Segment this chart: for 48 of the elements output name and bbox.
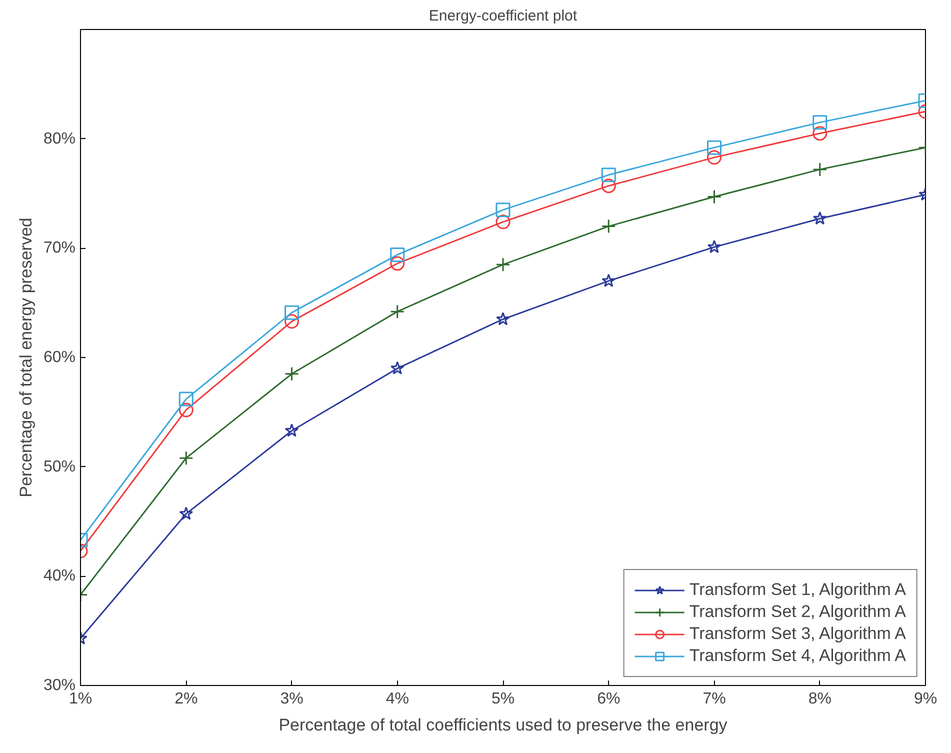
point <box>707 190 722 204</box>
point <box>496 202 510 218</box>
point <box>178 392 194 406</box>
point <box>390 304 405 319</box>
point <box>707 150 722 165</box>
point <box>707 140 722 155</box>
point <box>601 168 616 182</box>
point <box>812 211 827 225</box>
point <box>812 126 828 141</box>
x-tick-label: 2% <box>174 690 198 708</box>
point <box>284 314 299 329</box>
point <box>178 402 194 418</box>
legend-label: Transform Set 2, Algorithm A <box>689 602 906 622</box>
chart-title: Energy-coefficient plot <box>428 8 578 24</box>
point <box>602 274 616 287</box>
y-tick-label: 50% <box>43 458 76 476</box>
point <box>707 240 722 254</box>
point <box>496 257 510 272</box>
point <box>284 305 299 320</box>
legend-label: Transform Set 3, Algorithm A <box>689 624 906 644</box>
x-tick-label: 3% <box>280 690 304 708</box>
x-tick-label: 8% <box>808 690 832 708</box>
x-tick-label: 7% <box>702 690 726 708</box>
y-tick-label: 70% <box>43 240 76 257</box>
legend-label: Transform Set 1, Algorithm A <box>689 580 906 600</box>
point <box>390 256 405 271</box>
point <box>496 312 510 326</box>
y-tick-label: 80% <box>43 130 76 148</box>
legend-label: Transform Set 4, Algorithm A <box>689 646 906 666</box>
point <box>812 162 828 177</box>
x-tick-label: 6% <box>597 690 620 708</box>
point <box>284 366 299 382</box>
x-axis-title: Percentage of total coefficients used to preserve the energy <box>278 716 728 734</box>
y-tick-label: 60% <box>43 349 76 366</box>
point <box>601 178 616 194</box>
y-tick-label: 40% <box>43 568 76 585</box>
point <box>179 506 194 520</box>
x-tick-label: 5% <box>491 690 515 708</box>
point <box>284 424 299 437</box>
x-tick-label: 9% <box>914 690 938 708</box>
point <box>178 450 194 466</box>
point <box>812 115 828 130</box>
point <box>390 361 404 374</box>
point <box>496 214 510 230</box>
y-axis-title: Percentage of total energy preserved <box>16 218 36 498</box>
point <box>390 247 405 262</box>
point <box>601 219 616 234</box>
x-tick-label: 4% <box>386 690 409 708</box>
